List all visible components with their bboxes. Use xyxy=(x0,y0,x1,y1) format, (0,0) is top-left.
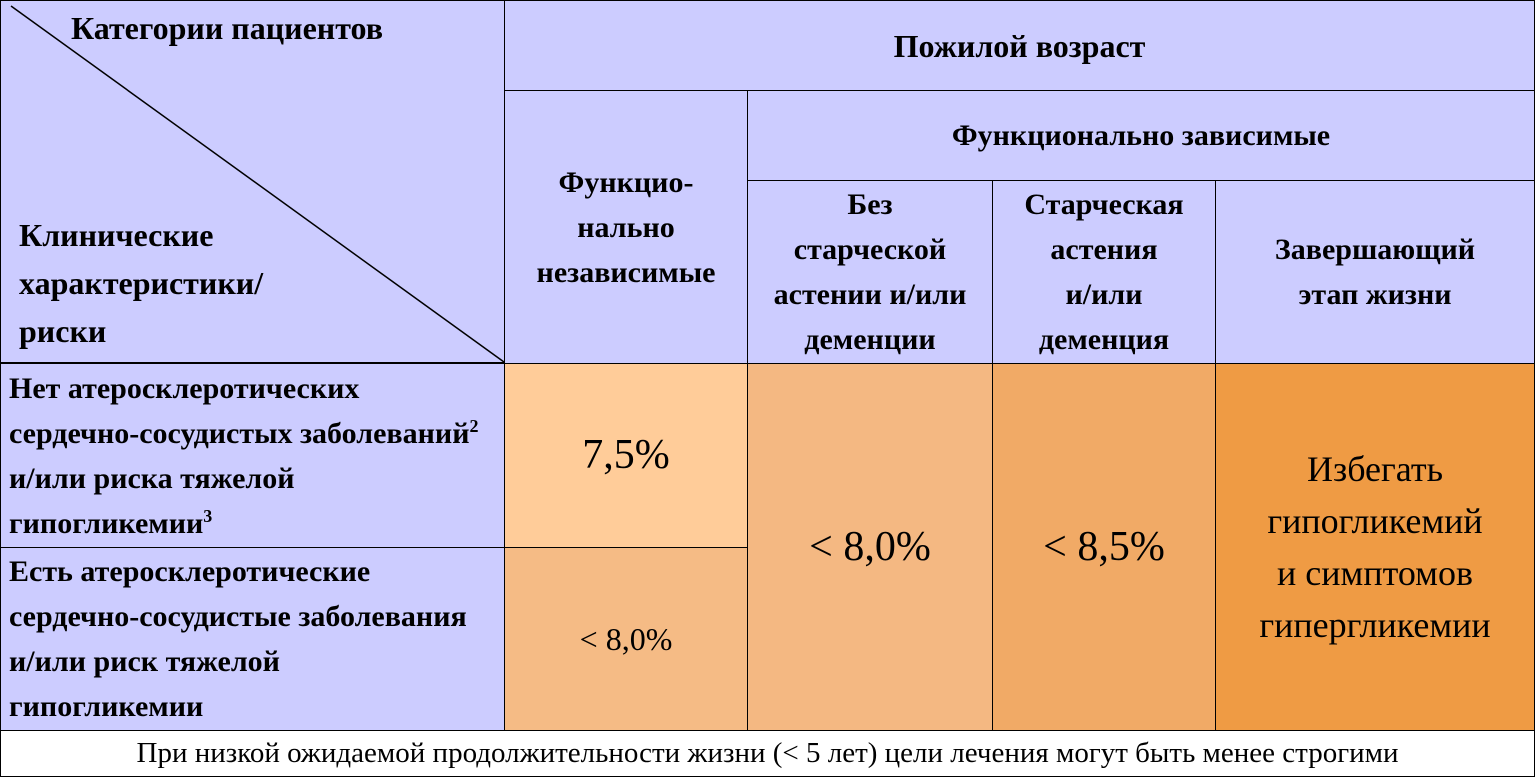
header-cell: Завершающий этап жизни xyxy=(1215,180,1535,364)
line: этап жизни xyxy=(1298,278,1452,311)
row-label: Есть атеросклеротические сердечно-сосуди… xyxy=(0,547,505,731)
text: и/или риска тяжелой гипогликемии xyxy=(9,461,295,540)
label-text: Есть атеросклеротические сердечно-сосуди… xyxy=(9,555,467,723)
line: нально xyxy=(577,210,675,244)
text: < 8,0% xyxy=(809,523,931,570)
superscript: 3 xyxy=(203,505,213,526)
corner-cell: Категории пациентов Клинические характер… xyxy=(0,0,505,363)
line: Клинические xyxy=(19,217,214,253)
header-cell: Старческая астения и/или деменция xyxy=(992,180,1216,364)
text: < 8,5% xyxy=(1043,523,1165,570)
header-cell: Пожилой возраст xyxy=(504,0,1535,91)
text: 7,5% xyxy=(582,432,670,478)
line: гипергликемии xyxy=(1259,605,1491,646)
header-cell: Функцио- нально независимые xyxy=(504,90,748,364)
header-cell: Без старческой астении и/или деменции xyxy=(747,180,993,364)
line: и симптомов xyxy=(1277,553,1473,593)
footer: При низкой ожидаемой продолжительности ж… xyxy=(0,730,1535,777)
line: независимые xyxy=(536,255,716,289)
value-cell: Избегать гипогликемий и симптомов гиперг… xyxy=(1215,363,1535,731)
line: Избегать xyxy=(1306,448,1443,489)
label-text: Нет атеросклеротических сердечно-сосудис… xyxy=(9,366,479,546)
corner-bottom: Клинические характеристики/ риски xyxy=(19,211,263,355)
line: астения xyxy=(1050,233,1158,266)
line: Завершающий xyxy=(1274,233,1476,266)
text: Пожилой возраст xyxy=(893,27,1146,64)
line: характеристики/ xyxy=(19,265,264,301)
diagonal xyxy=(10,5,505,363)
line: и/или xyxy=(1065,278,1143,311)
value-cell: 7,5% xyxy=(504,363,748,548)
text: Функционально зависимые xyxy=(951,119,1331,152)
text: При низкой ожидаемой продолжительности ж… xyxy=(136,736,1399,769)
line: старческой xyxy=(793,233,947,266)
line: астении и/или xyxy=(773,278,967,311)
superscript: 2 xyxy=(469,415,479,436)
value-cell: < 8,5% xyxy=(992,363,1216,731)
value-cell: < 8,0% xyxy=(504,547,748,731)
line: риски xyxy=(19,313,107,349)
line: деменции xyxy=(804,323,936,356)
line: деменция xyxy=(1038,323,1170,356)
line: Старческая xyxy=(1024,188,1184,221)
line: гипогликемий xyxy=(1267,500,1483,541)
line: Функцио- xyxy=(558,165,694,199)
row-label: Нет атеросклеротических сердечно-сосудис… xyxy=(0,363,505,548)
line: Без xyxy=(847,188,893,221)
corner-top: Категории пациентов xyxy=(71,10,384,46)
text: Нет атеросклеротических сердечно-сосудис… xyxy=(9,371,470,450)
text: < 8,0% xyxy=(579,621,673,657)
value-cell: < 8,0% xyxy=(747,363,993,731)
header-cell: Функционально зависимые xyxy=(747,90,1535,181)
